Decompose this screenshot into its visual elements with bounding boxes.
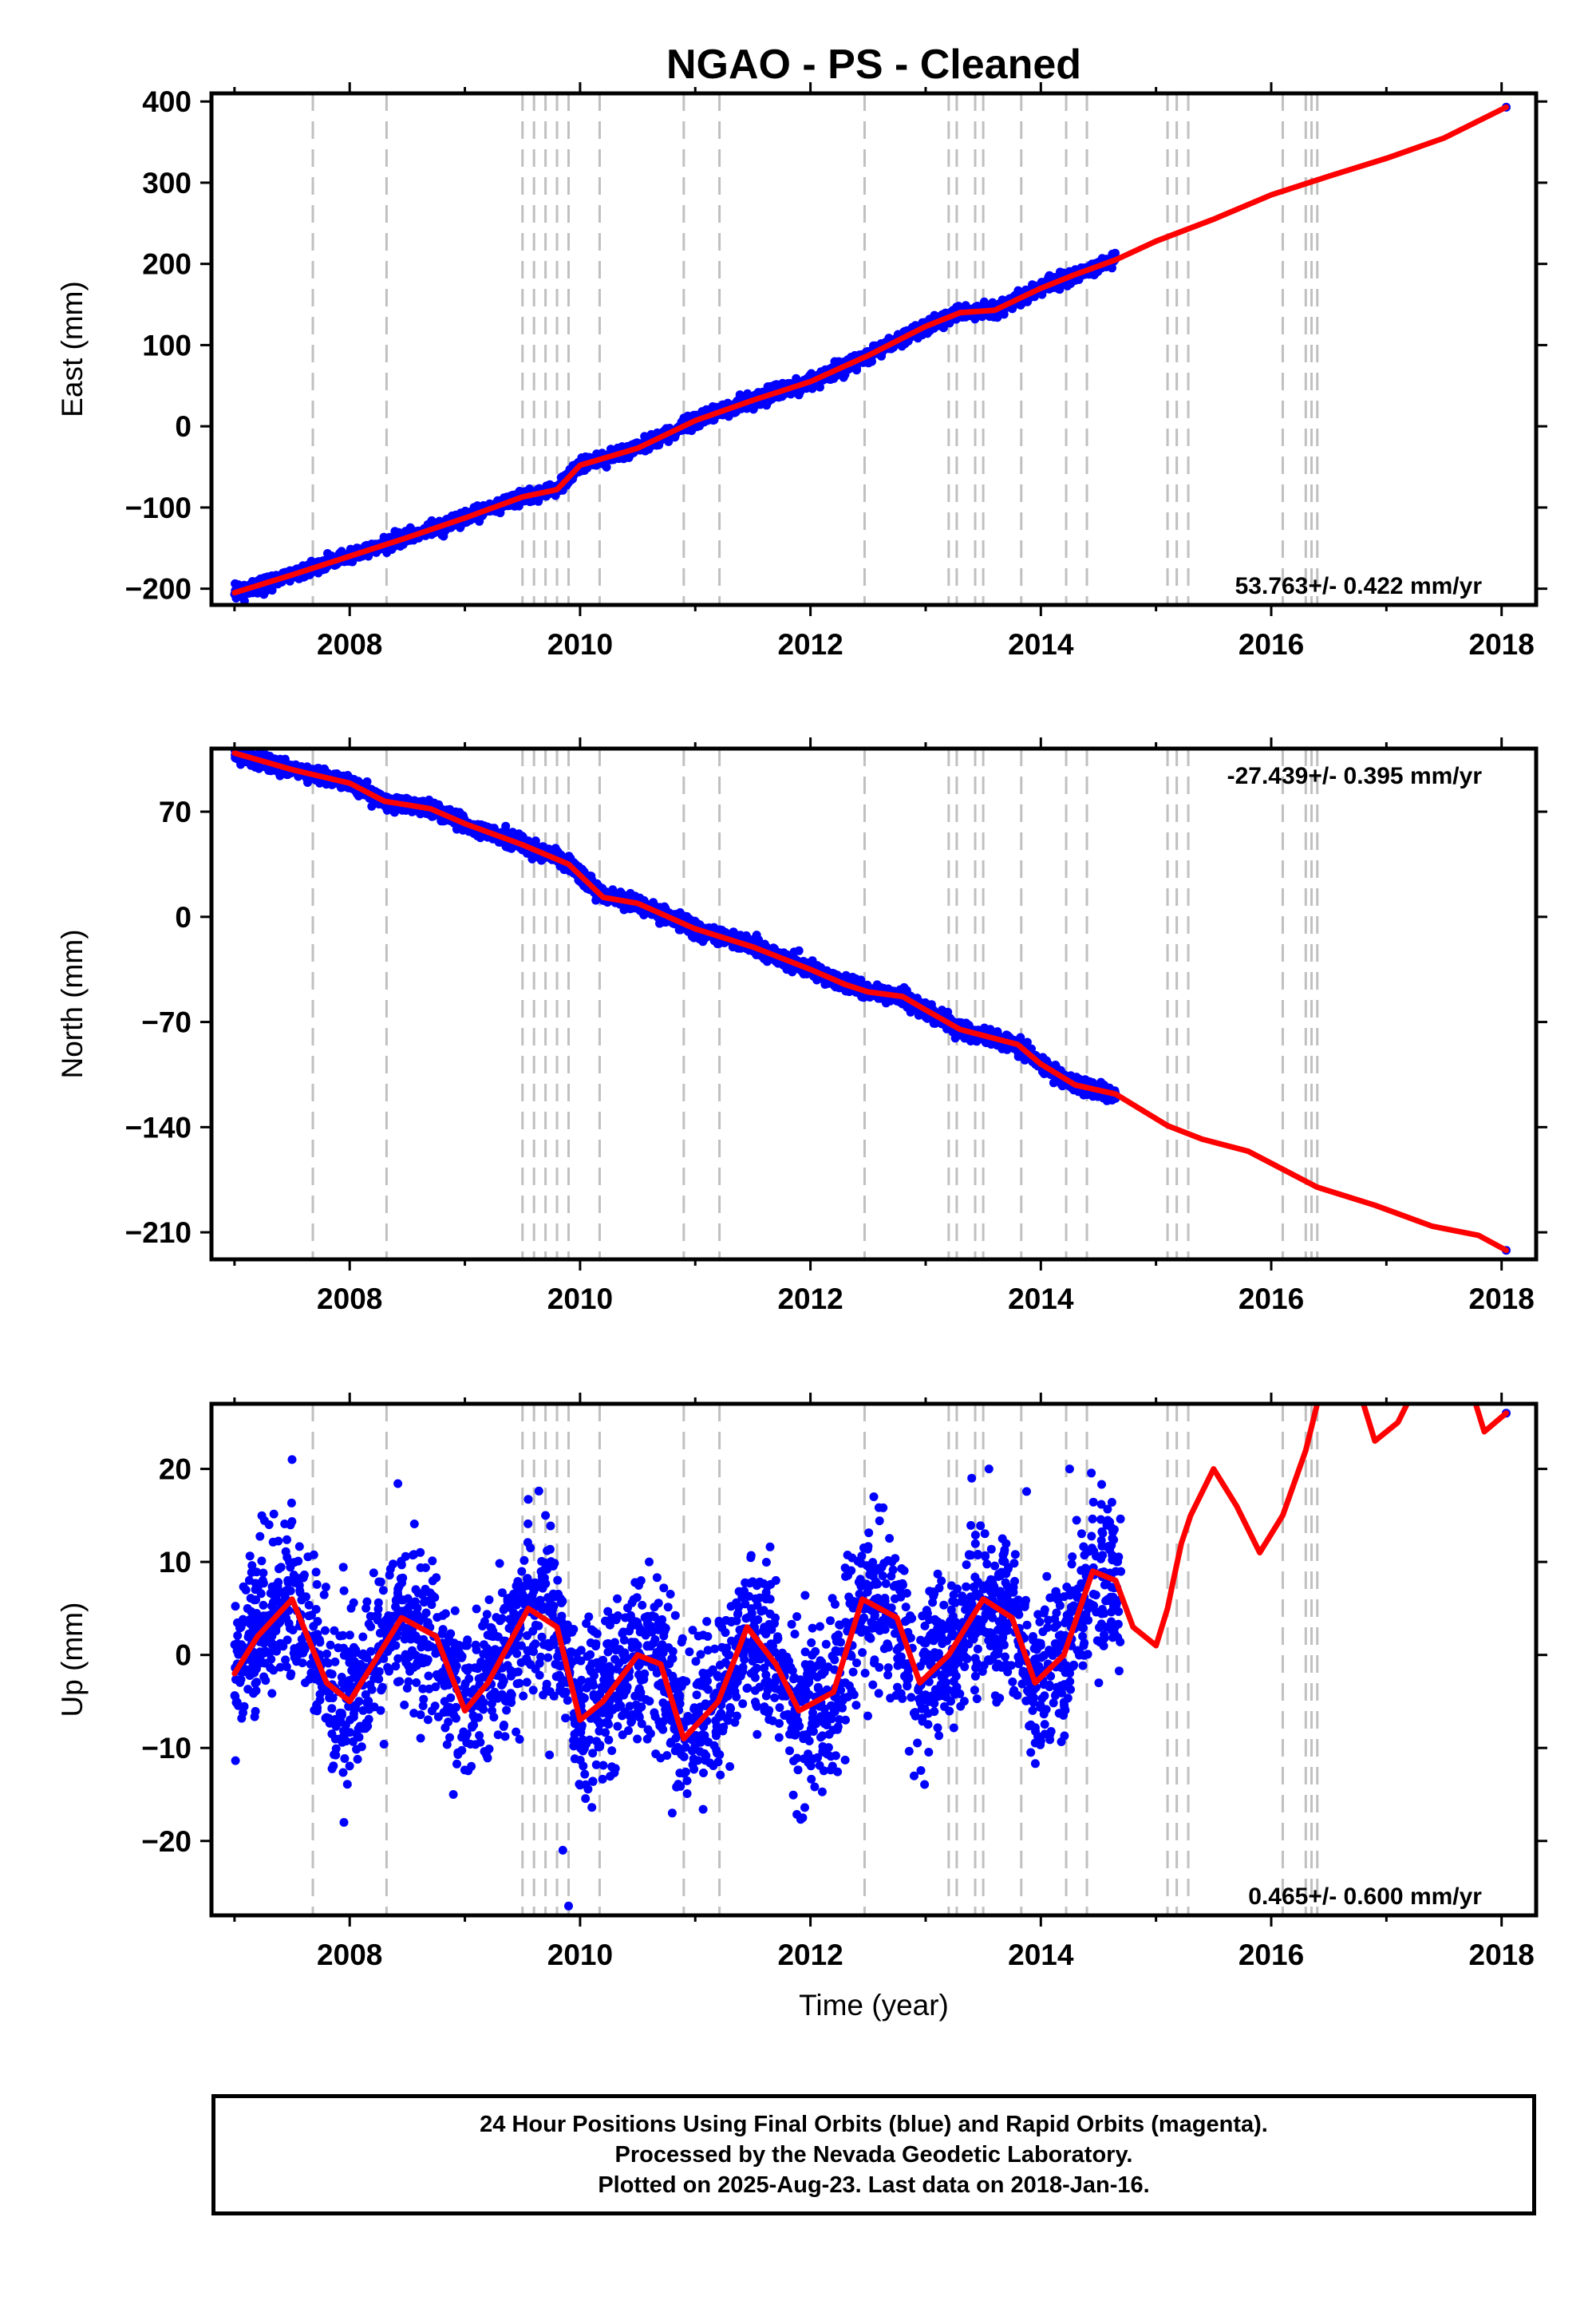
data-point: [829, 373, 839, 383]
figure-title: NGAO - PS - Cleaned: [666, 41, 1081, 88]
data-point: [1089, 270, 1099, 279]
data-point: [327, 551, 337, 561]
data-point: [792, 389, 802, 398]
north-panel: 2008 2010 2012 2014 2016 2018−210−140−70070No…: [56, 737, 1547, 1315]
east-y-axis-label: East (mm): [56, 281, 89, 417]
data-point: [390, 527, 400, 536]
data-point: [807, 369, 816, 378]
data-point: [839, 373, 848, 382]
data-point: [754, 400, 763, 409]
x-tick-label: 2018: [1469, 628, 1535, 661]
east-frame: [209, 91, 1539, 607]
data-point: [1055, 267, 1065, 277]
x-tick-label: 2008: [317, 628, 382, 661]
east-rate-label: 53.763+/- 0.422 mm/yr: [1235, 573, 1483, 599]
data-point: [475, 516, 484, 526]
data-point: [945, 318, 954, 328]
x-tick-label: 2014: [1008, 628, 1074, 661]
y-tick-label: 200: [142, 248, 192, 281]
x-tick-label: 2010: [547, 628, 613, 661]
y-tick-label: 0: [175, 410, 192, 443]
data-point: [260, 573, 270, 583]
data-point: [362, 777, 372, 786]
east-plot-area: [230, 93, 1511, 605]
data-point: [437, 530, 447, 539]
data-point: [743, 389, 753, 398]
y-tick-label: −200: [125, 573, 192, 606]
data-point: [501, 821, 511, 831]
y-tick-label: 100: [142, 329, 192, 362]
x-tick-label: 2012: [777, 628, 843, 661]
data-point: [1111, 248, 1120, 258]
y-tick-label: 400: [142, 85, 192, 118]
data-point: [830, 357, 839, 366]
y-tick-label: −100: [125, 492, 192, 524]
north-plot-area: [231, 749, 1511, 1259]
y-tick-label: 300: [142, 167, 192, 200]
data-point: [472, 501, 482, 511]
data-point: [816, 382, 824, 392]
data-point: [618, 442, 626, 452]
data-point: [367, 801, 377, 811]
data-point: [387, 545, 397, 554]
data-point: [460, 506, 470, 516]
model-fit-line: [231, 104, 1509, 596]
x-tick-label: 2016: [1238, 628, 1304, 661]
data-point: [1022, 1037, 1032, 1047]
east-panel: 2008 2010 2012 2014 2016 2018 −200 −100 0 100 200 3…: [56, 82, 1547, 661]
